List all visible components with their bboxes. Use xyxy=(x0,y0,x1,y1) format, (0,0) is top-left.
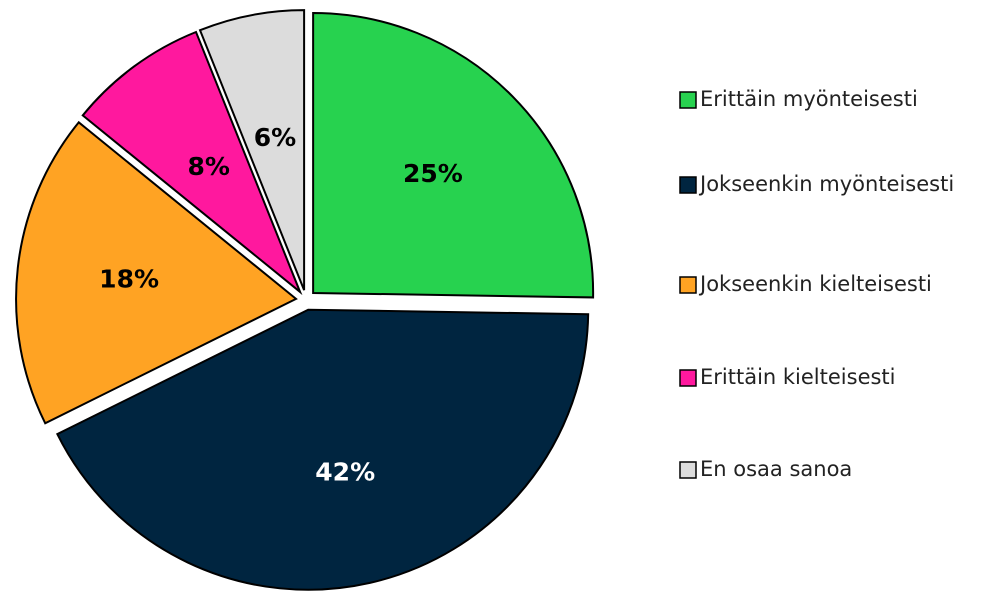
data-label: 25% xyxy=(403,159,463,188)
data-label: 42% xyxy=(315,458,375,487)
pie-slice xyxy=(55,308,590,591)
pie-slice xyxy=(312,11,595,299)
legend-swatch xyxy=(679,176,697,194)
legend-label: En osaa sanoa xyxy=(700,457,852,481)
data-label: 8% xyxy=(188,152,230,181)
legend-label: Jokseenkin kielteisesti xyxy=(698,272,932,296)
data-label: 6% xyxy=(254,123,296,152)
legend-label: Jokseenkin myönteisesti xyxy=(698,172,954,196)
legend-swatch xyxy=(679,276,697,294)
legend-swatch xyxy=(679,461,697,479)
data-label: 18% xyxy=(99,264,159,293)
pie-slice xyxy=(198,9,306,291)
legend-label: Erittäin kielteisesti xyxy=(700,365,896,389)
pie-slice xyxy=(81,30,303,296)
legend-swatch xyxy=(679,369,697,387)
legend-label: Erittäin myönteisesti xyxy=(700,87,918,111)
legend-swatch xyxy=(679,91,697,109)
pie-slice xyxy=(15,120,298,425)
